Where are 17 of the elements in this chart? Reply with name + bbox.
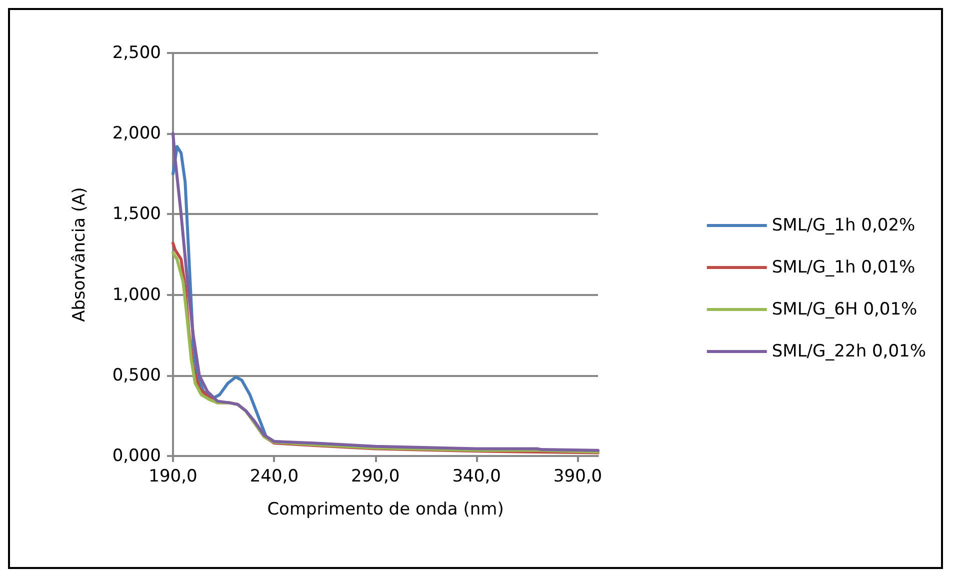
legend-label: SML/G_1h 0,02%: [772, 216, 916, 236]
legend-label: SML/G_6H 0,01%: [772, 300, 918, 320]
y-tick-label: 1,500: [112, 204, 161, 224]
y-tick-label: 2,500: [112, 43, 161, 63]
legend-label: SML/G_1h 0,01%: [772, 258, 916, 278]
y-tick-label: 2,000: [112, 124, 161, 144]
x-tick-label: 240,0: [250, 466, 299, 486]
x-tick-label: 290,0: [351, 466, 400, 486]
x-tick-label: 190,0: [148, 466, 198, 486]
legend-label: SML/G_22h 0,01%: [772, 342, 926, 362]
y-axis-title: Absorvância (A): [70, 187, 90, 322]
y-tick-label: 0,500: [112, 365, 161, 386]
x-tick-label: 340,0: [452, 466, 501, 486]
y-tick-label: 0,000: [112, 446, 161, 466]
y-tick-label: 1,000: [112, 284, 161, 305]
x-tick-label: 390,0: [553, 466, 602, 486]
x-axis-title: Comprimento de onda (nm): [267, 500, 504, 520]
